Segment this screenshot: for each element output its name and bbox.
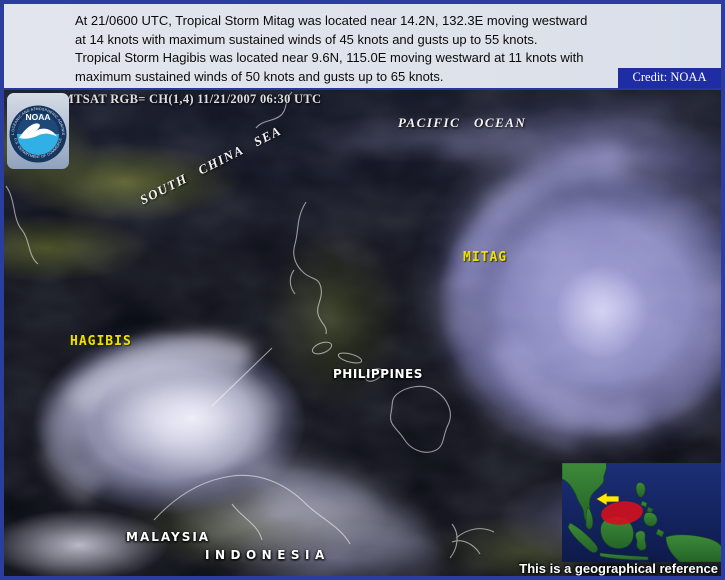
inset-reference-map <box>561 462 721 563</box>
coastline-overlay <box>5 91 495 559</box>
advisory-line: maximum sustained winds of 50 knots and … <box>75 68 444 84</box>
noaa-logo-icon: NOAA NATIONAL OCEANIC AND ATMOSPHERIC AD… <box>7 93 69 169</box>
storm-area-highlight <box>601 501 643 525</box>
inset-map-graphic <box>561 462 721 563</box>
credit-badge: Credit: NOAA <box>618 68 721 88</box>
satellite-imagery: MTSAT RGB= CH(1,4) 11/21/2007 06:30 UTC … <box>4 90 721 576</box>
label-storm-mitag: MITAG <box>463 250 508 265</box>
label-malaysia: MALAYSIA <box>126 530 211 544</box>
inset-landmasses <box>561 462 721 563</box>
label-philippines: PHILIPPINES <box>333 367 423 381</box>
inset-caption: This is a geographical reference <box>519 561 718 576</box>
advisory-line: Tropical Storm Hagibis was located near … <box>75 50 584 65</box>
noaa-acronym: NOAA <box>25 112 50 122</box>
advisory-line: at 14 knots with maximum sustained winds… <box>75 31 538 47</box>
label-indonesia: INDONESIA <box>205 548 330 562</box>
advisory-panel: At 21/0600 UTC, Tropical Storm Mitag was… <box>4 4 721 90</box>
advisory-line: At 21/0600 UTC, Tropical Storm Mitag was… <box>75 13 588 28</box>
label-storm-hagibis: HAGIBIS <box>70 334 132 349</box>
west-arrow-icon <box>595 491 620 507</box>
label-pacific-ocean: PACIFIC OCEAN <box>398 115 527 130</box>
product-timestamp-label: MTSAT RGB= CH(1,4) 11/21/2007 06:30 UTC <box>62 92 322 106</box>
